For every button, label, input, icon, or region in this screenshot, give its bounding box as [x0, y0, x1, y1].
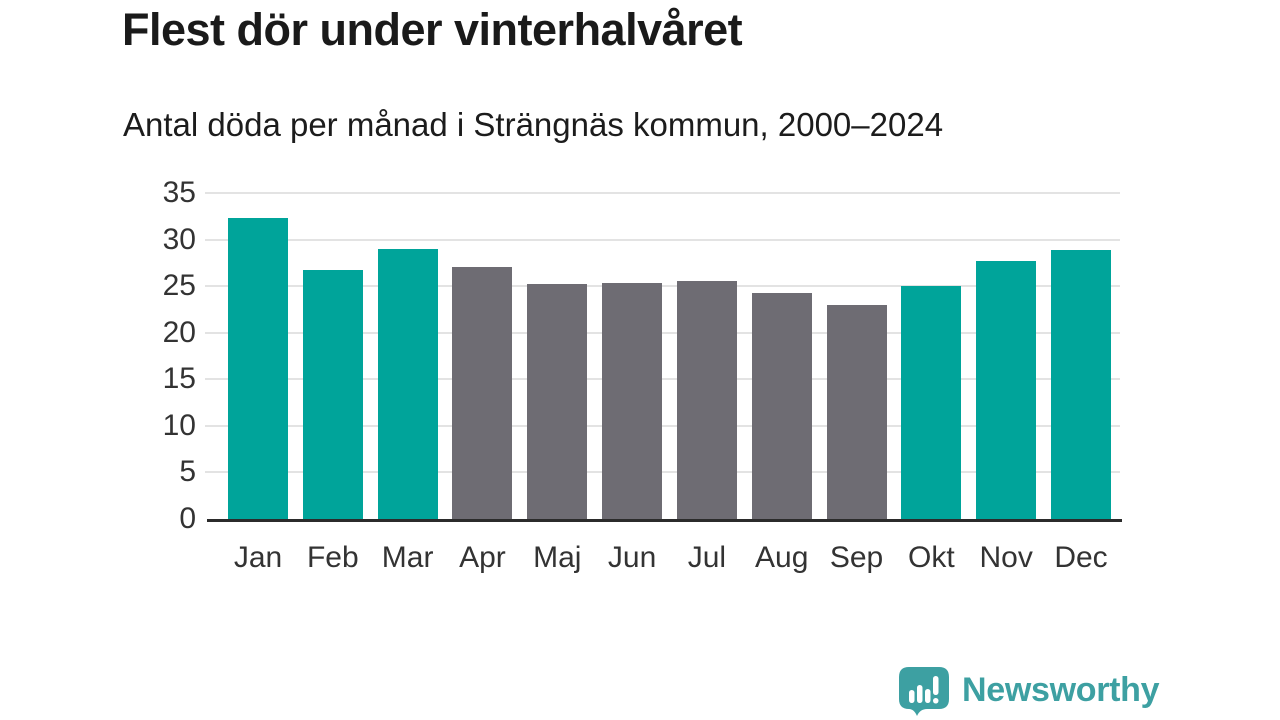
x-axis-label-dec: Dec	[1054, 541, 1108, 574]
bar-jul	[676, 281, 737, 519]
y-axis-label-20: 20	[162, 315, 196, 349]
chart-subtitle: Antal döda per månad i Strängnäs kommun,…	[123, 106, 944, 143]
gridline-25	[205, 285, 1120, 288]
bar-aug	[751, 292, 812, 519]
y-axis-label-5: 5	[179, 455, 196, 489]
x-axis-label-nov: Nov	[979, 541, 1033, 574]
x-axis-label-jul: Jul	[687, 541, 727, 574]
gridline-5	[205, 471, 1120, 474]
x-axis-label-sep: Sep	[829, 541, 884, 574]
bar-nov	[976, 260, 1037, 519]
y-axis-label-35: 35	[162, 176, 196, 209]
gridline-15	[205, 378, 1120, 381]
x-axis-label-okt: Okt	[908, 541, 955, 574]
y-axis-label-0: 0	[179, 502, 196, 535]
gridline-35	[205, 192, 1120, 194]
chart-title: Flest dör under vinterhalvåret	[122, 4, 743, 55]
x-axis-label-feb: Feb	[306, 541, 359, 574]
y-axis-label-25: 25	[162, 269, 196, 303]
bar-apr	[452, 266, 513, 519]
y-axis-label-10: 10	[162, 408, 196, 442]
bar-feb	[302, 270, 363, 519]
y-axis-label-15: 15	[162, 362, 196, 396]
x-axis-label-aug: Aug	[755, 541, 809, 574]
bar-okt	[901, 286, 962, 519]
x-axis-label-mar: Mar	[381, 541, 434, 574]
gridline-10	[205, 424, 1120, 427]
x-axis-line	[207, 519, 1122, 522]
bar-dec	[1051, 249, 1112, 519]
x-axis-label-maj: Maj	[533, 541, 582, 574]
bar-jun	[602, 283, 663, 519]
bar-mar	[377, 248, 438, 519]
gridline-30	[205, 238, 1120, 241]
bar-sep	[826, 304, 887, 519]
gridline-20	[205, 331, 1120, 334]
x-axis-label-apr: Apr	[459, 541, 506, 574]
y-axis-label-30: 30	[162, 222, 196, 256]
x-axis-label-jun: Jun	[607, 541, 657, 574]
bar-jan	[228, 218, 288, 519]
x-axis-label-jan: Jan	[233, 541, 283, 574]
bar-maj	[527, 284, 588, 519]
